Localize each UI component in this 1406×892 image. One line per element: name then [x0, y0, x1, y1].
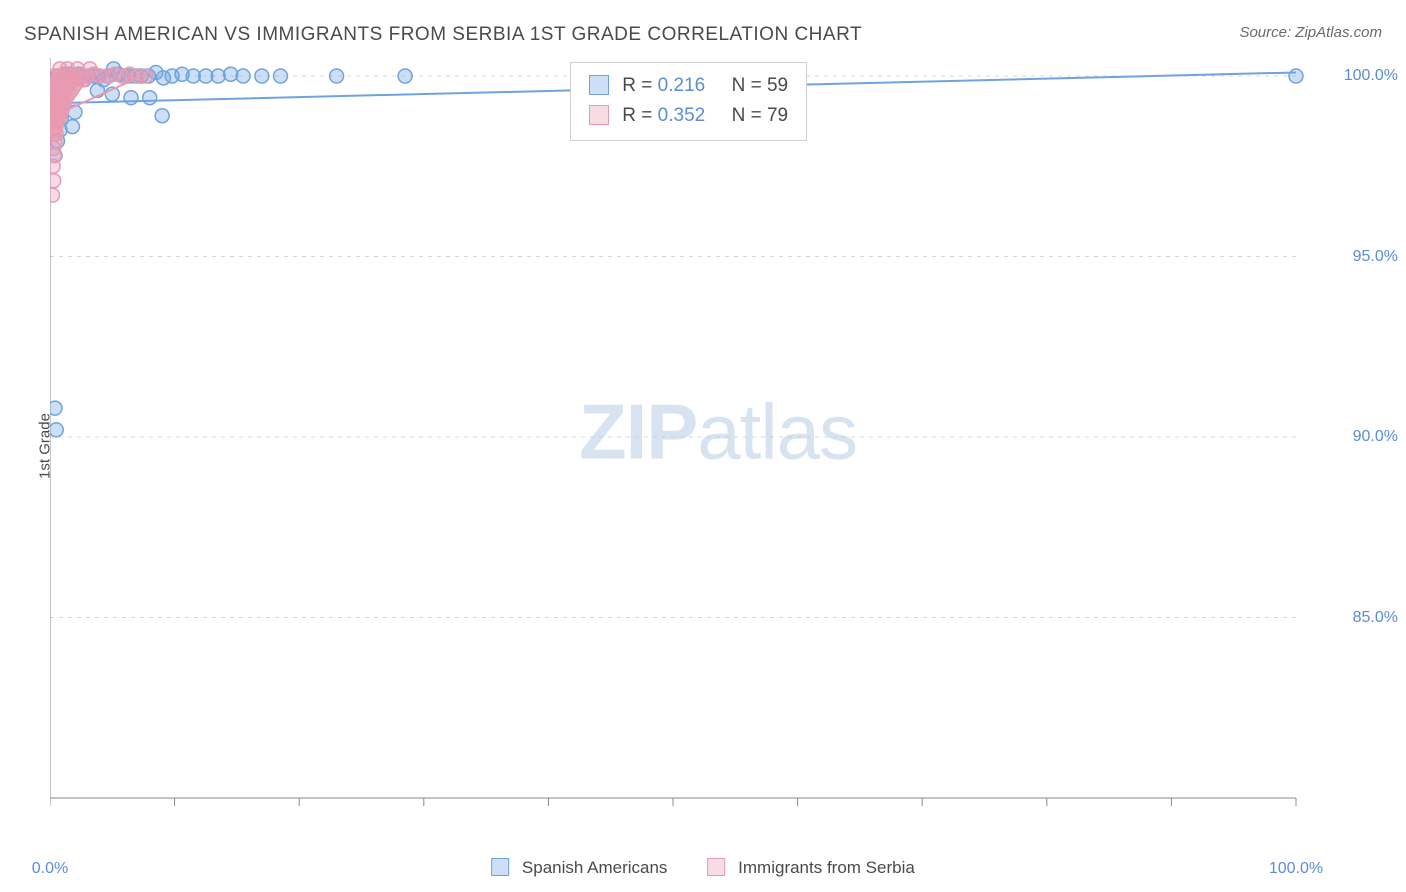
swatch-bottom-1 — [491, 858, 509, 876]
legend-item-1: Spanish Americans — [491, 858, 667, 878]
y-tick-95: 95.0% — [1353, 248, 1398, 266]
r-label-1: R = — [622, 75, 657, 96]
n-label-1: N = — [732, 75, 767, 96]
source-label: Source: ZipAtlas.com — [1239, 24, 1382, 41]
legend-row-1: R = 0.216 N = 59 — [589, 71, 788, 101]
y-tick-85: 85.0% — [1353, 609, 1398, 627]
legend-row-2: R = 0.352 N = 79 — [589, 101, 788, 131]
swatch-bottom-2 — [707, 858, 725, 876]
r-value-2: 0.352 — [658, 105, 706, 126]
legend-item-2: Immigrants from Serbia — [707, 858, 914, 878]
x-tick-0: 0.0% — [32, 860, 68, 878]
y-tick-100: 100.0% — [1344, 67, 1398, 85]
legend-label-1: Spanish Americans — [522, 858, 668, 877]
swatch-series-1 — [589, 75, 609, 95]
header: SPANISH AMERICAN VS IMMIGRANTS FROM SERB… — [0, 0, 1406, 54]
x-tick-100: 100.0% — [1269, 860, 1323, 878]
y-tick-90: 90.0% — [1353, 428, 1398, 446]
legend-label-2: Immigrants from Serbia — [738, 858, 915, 877]
bottom-legend: Spanish Americans Immigrants from Serbia — [491, 858, 915, 878]
swatch-series-2 — [589, 105, 609, 125]
correlation-legend: R = 0.216 N = 59 R = 0.352 N = 79 — [570, 62, 807, 141]
r-label-2: R = — [622, 105, 657, 126]
scatter-plot — [50, 58, 1386, 838]
n-label-2: N = — [732, 105, 767, 126]
chart-area: ZIPatlas R = 0.216 N = 59 R = 0.352 N = … — [50, 58, 1386, 838]
r-value-1: 0.216 — [658, 75, 706, 96]
chart-title: SPANISH AMERICAN VS IMMIGRANTS FROM SERB… — [24, 24, 862, 46]
n-value-2: 79 — [767, 105, 788, 126]
n-value-1: 59 — [767, 75, 788, 96]
